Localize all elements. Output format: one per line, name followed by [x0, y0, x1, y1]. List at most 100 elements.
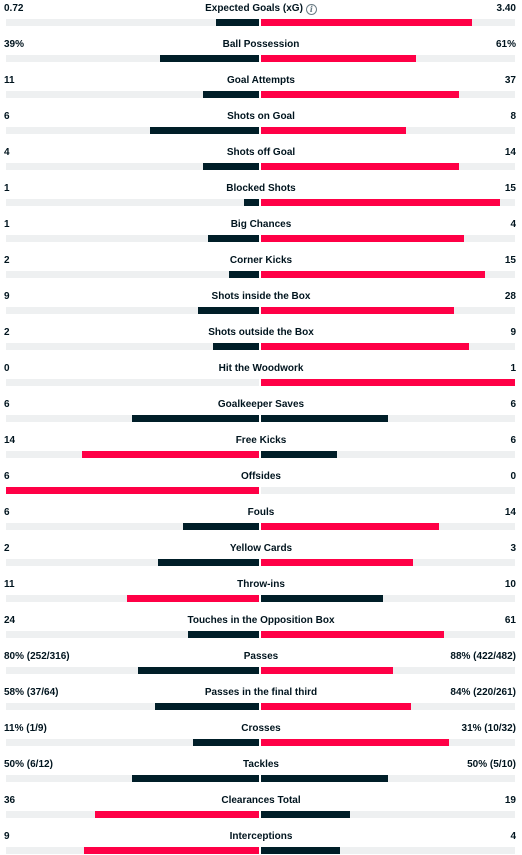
home-bar-fill	[84, 847, 259, 854]
stat-home-value: 2	[4, 327, 10, 338]
home-bar-fill	[82, 451, 259, 458]
stat-title: Clearances Total	[0, 794, 522, 808]
stat-title: Touches in the Opposition Box	[0, 614, 522, 628]
home-bar-fill	[132, 775, 259, 782]
stat-home-value: 58% (37/64)	[4, 687, 59, 698]
away-bar-track	[261, 523, 515, 530]
stat-row: 6 Offsides 0	[0, 468, 522, 504]
stat-home-value: 50% (6/12)	[4, 759, 53, 770]
home-bar-fill	[132, 415, 259, 422]
away-bar-fill	[261, 91, 459, 98]
away-bar-track	[261, 343, 515, 350]
stat-title-label: Yellow Cards	[229, 543, 293, 554]
stat-title-label: Crosses	[241, 723, 281, 734]
home-bar-fill	[213, 343, 259, 350]
stat-title: Free Kicks	[0, 434, 522, 448]
stat-title: Passes	[0, 650, 522, 664]
away-bar-fill	[261, 55, 416, 62]
home-bar-track	[6, 19, 259, 26]
home-bar-track	[6, 703, 259, 710]
away-bar-track	[261, 631, 515, 638]
stat-away-value: 6	[510, 435, 516, 446]
stat-row: 36 Clearances Total 19	[0, 792, 522, 828]
stat-title: Interceptions	[0, 830, 522, 844]
stat-row: 6 Shots on Goal 8	[0, 108, 522, 144]
away-bar-fill	[261, 19, 472, 26]
away-bar-fill	[261, 559, 413, 566]
home-bar-fill	[127, 595, 259, 602]
away-bar-fill	[261, 199, 500, 206]
away-bar-track	[261, 307, 515, 314]
home-bar-track	[6, 775, 259, 782]
stat-title: Shots outside the Box	[0, 326, 522, 340]
stat-home-value: 4	[4, 147, 10, 158]
home-bar-track	[6, 235, 259, 242]
away-bar-track	[261, 415, 515, 422]
stat-home-value: 0	[4, 363, 10, 374]
stat-home-value: 1	[4, 219, 10, 230]
away-bar-track	[261, 487, 515, 494]
stat-title: Corner Kicks	[0, 254, 522, 268]
stat-home-value: 11	[4, 75, 15, 86]
stat-row: 39% Ball Possession 61%	[0, 36, 522, 72]
home-bar-track	[6, 523, 259, 530]
away-bar-track	[261, 559, 515, 566]
away-bar-fill	[261, 451, 337, 458]
stat-away-value: 0	[510, 471, 516, 482]
stat-title: Fouls	[0, 506, 522, 520]
home-bar-track	[6, 343, 259, 350]
stat-row: 80% (252/316) Passes 88% (422/482)	[0, 648, 522, 684]
stat-row: 58% (37/64) Passes in the final third 84% …	[0, 684, 522, 720]
stat-home-value: 24	[4, 615, 16, 626]
home-bar-fill	[155, 703, 259, 710]
stat-away-value: 3.40	[496, 3, 516, 14]
away-bar-fill	[261, 163, 459, 170]
away-bar-track	[261, 739, 515, 746]
stat-away-value: 6	[510, 399, 516, 410]
stat-row: 1 Big Chances 4	[0, 216, 522, 252]
stat-title-label: Goalkeeper Saves	[217, 399, 305, 410]
home-bar-fill	[216, 19, 259, 26]
stat-title: Shots inside the Box	[0, 290, 522, 304]
stat-away-value: 1	[510, 363, 516, 374]
stat-title: Goalkeeper Saves	[0, 398, 522, 412]
stat-title: Big Chances	[0, 218, 522, 232]
stat-away-value: 4	[510, 219, 516, 230]
away-bar-fill	[261, 523, 439, 530]
info-icon[interactable]: i	[305, 4, 317, 15]
stat-away-value: 84% (220/261)	[450, 687, 516, 698]
stat-home-value: 39%	[4, 39, 25, 50]
stat-row: 2 Yellow Cards 3	[0, 540, 522, 576]
stat-home-value: 6	[4, 399, 10, 410]
stat-title: Offsides	[0, 470, 522, 484]
away-bar-track	[261, 91, 515, 98]
stat-away-value: 37	[504, 75, 516, 86]
stat-title-label: Shots outside the Box	[208, 327, 314, 338]
stat-away-value: 61%	[495, 39, 516, 50]
away-bar-fill	[261, 307, 454, 314]
stat-row: 24 Touches in the Opposition Box 61	[0, 612, 522, 648]
home-bar-track	[6, 739, 259, 746]
stat-home-value: 1	[4, 183, 10, 194]
away-bar-track	[261, 19, 515, 26]
stat-title-label: Shots inside the Box	[211, 291, 311, 302]
stat-title-label: Passes in the final third	[204, 687, 318, 698]
stat-title-label: Expected Goals (xG)	[205, 3, 303, 14]
away-bar-fill	[261, 379, 515, 386]
away-bar-track	[261, 667, 515, 674]
stat-away-value: 15	[504, 183, 516, 194]
away-bar-fill	[261, 631, 444, 638]
stat-title-label: Free Kicks	[235, 435, 287, 446]
away-bar-track	[261, 199, 515, 206]
stat-row: 9 Interceptions 4	[0, 828, 522, 855]
stat-row: 6 Fouls 14	[0, 504, 522, 540]
stat-title: Crosses	[0, 722, 522, 736]
away-bar-fill	[261, 127, 406, 134]
stat-title-label: Offsides	[240, 471, 281, 482]
stat-title-label: Hit the Woodwork	[218, 363, 304, 374]
stat-title-label: Blocked Shots	[226, 183, 296, 194]
away-bar-fill	[261, 703, 411, 710]
away-bar-track	[261, 595, 515, 602]
away-bar-fill	[261, 235, 464, 242]
stat-row: 4 Shots off Goal 14	[0, 144, 522, 180]
